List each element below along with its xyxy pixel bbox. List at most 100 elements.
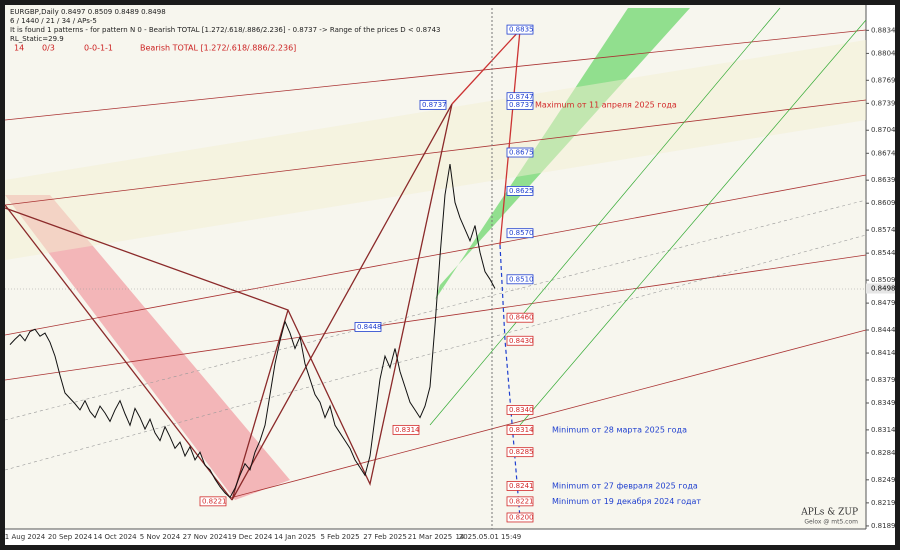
- level-box: [506, 274, 534, 285]
- level-box: [506, 335, 534, 346]
- channel-line: [229, 329, 867, 499]
- y-tick-label: 0.8804: [871, 49, 896, 57]
- y-tick-label: 0.8509: [871, 276, 896, 284]
- level-label: 0.8430: [509, 337, 534, 345]
- x-tick-label: 19 Dec 2024: [228, 533, 273, 541]
- level-box: [506, 496, 534, 507]
- y-tick-label: 0.8479: [871, 299, 896, 307]
- fork-line: [429, 7, 781, 426]
- decor: [4, 7, 867, 529]
- fork-line: [519, 19, 867, 426]
- level-label: 0.8460: [509, 314, 534, 322]
- x-tick-label: 14 Jan 2025: [274, 533, 316, 541]
- y-tick-label: 0.8444: [871, 326, 896, 334]
- y-tick-label: 0.8284: [871, 449, 896, 457]
- level-box: [506, 481, 534, 491]
- level-box: [506, 99, 534, 110]
- level-box: [354, 322, 382, 332]
- x-tick-label: 5 Nov 2024: [140, 533, 181, 541]
- level-box: [506, 447, 534, 458]
- level-label: 0.8221: [202, 497, 227, 505]
- current-price-box: [866, 283, 895, 294]
- level-label: 0.8314: [509, 426, 534, 434]
- y-tick-label: 0.8379: [871, 376, 896, 384]
- annotation: Minimum от 27 февраля 2025 года: [552, 481, 698, 490]
- y-tick-label: 0.8544: [871, 249, 896, 257]
- level-label: 0.8510: [509, 275, 534, 283]
- y-tick-label: 0.8249: [871, 476, 896, 484]
- level-label: 0.8448: [357, 323, 382, 331]
- y-tick-label: 0.8704: [871, 126, 896, 134]
- level-label: 0.8340: [509, 406, 534, 414]
- level-box: [392, 424, 420, 435]
- header-text: It is found 1 patterns - for pattern N 0…: [10, 26, 441, 34]
- x-tick-label: 27 Nov 2024: [183, 533, 228, 541]
- level-box: [506, 512, 534, 523]
- header-text: 6 / 1440 / 21 / 34 / APs-5: [10, 17, 97, 25]
- x-tick-label: 14: [456, 533, 465, 541]
- projection: [499, 244, 521, 519]
- y-tick-label: 0.8739: [871, 99, 896, 107]
- x-tick-label: 21 Mar 2025: [408, 533, 452, 541]
- level-box: [506, 24, 534, 35]
- level-label: 0.8285: [509, 448, 534, 456]
- header-text: RL_Static=29.9: [10, 35, 64, 43]
- y-tick-label: 0.8574: [871, 226, 896, 234]
- channel-line: [4, 29, 867, 121]
- level-box: [506, 424, 534, 435]
- zone: [5, 40, 866, 260]
- pattern-leg: [4, 204, 233, 501]
- x-tick-label: 27 Feb 2025: [363, 533, 407, 541]
- status-text: 0/3: [42, 44, 55, 53]
- y-tick-label: 0.8314: [871, 426, 896, 434]
- level-label: 0.8737: [422, 101, 447, 109]
- y-tick-label: 0.8609: [871, 199, 896, 207]
- level-label: 0.8625: [509, 187, 534, 195]
- channel-line: [4, 174, 867, 336]
- annotation: Maximum от 11 апреля 2025 года: [535, 100, 677, 109]
- y-tick-label: 0.8639: [871, 176, 896, 184]
- level-label: 0.8200: [509, 513, 534, 521]
- x-tick-label: 2025.05.01 15:49: [459, 533, 521, 541]
- header-text: EURGBP,Daily 0.8497 0.8509 0.8489 0.8498: [10, 8, 166, 16]
- level-box: [506, 147, 534, 158]
- level-box: [419, 99, 447, 110]
- fib-line: [4, 234, 867, 471]
- y-tick-label: 0.8349: [871, 399, 896, 407]
- status-text: 14: [14, 44, 24, 53]
- annotation: Minimum от 19 декабря 2024 годат: [552, 497, 701, 506]
- x-tick-label: 20 Sep 2024: [48, 533, 93, 541]
- channel-line: [4, 99, 867, 206]
- level-box: [199, 496, 227, 507]
- level-label: 0.8570: [509, 229, 534, 237]
- level-label: 0.8221: [509, 497, 534, 505]
- level-box: [506, 405, 534, 415]
- level-label: 0.8747: [509, 93, 534, 101]
- watermark: APLs & ZUP: [800, 508, 858, 518]
- x-tick-label: 1 Aug 2024: [5, 533, 46, 541]
- y-tick-label: 0.8219: [871, 499, 896, 507]
- y-tick-label: 0.8189: [871, 522, 896, 530]
- x-tick-label: 14 Oct 2024: [93, 533, 137, 541]
- y-tick-label: 0.8834: [871, 26, 896, 34]
- time-axis: [5, 529, 895, 545]
- level-label: 0.8737: [509, 101, 534, 109]
- y-tick-label: 0.8414: [871, 349, 896, 357]
- pattern-leg: [4, 103, 453, 501]
- y-tick-label: 0.8674: [871, 149, 896, 157]
- level-label: 0.8314: [395, 426, 420, 434]
- pink-channel: [5, 195, 290, 500]
- annotation: Minimum от 28 марта 2025 года: [552, 425, 687, 434]
- current-price-label: 0.8498: [871, 285, 896, 293]
- watermark: Gelox @ mt5.com: [804, 519, 858, 526]
- status-text: 0-0-1-1: [84, 44, 113, 53]
- price-line: [9, 163, 496, 499]
- level-label: 0.8835: [509, 26, 534, 34]
- level-box: [506, 186, 534, 196]
- level-box: [506, 312, 534, 323]
- status-text: Bearish TOTAL [1.272/.618/.886/2.236]: [140, 44, 296, 53]
- price-axis: [866, 5, 895, 529]
- level-label: 0.8675: [509, 149, 534, 157]
